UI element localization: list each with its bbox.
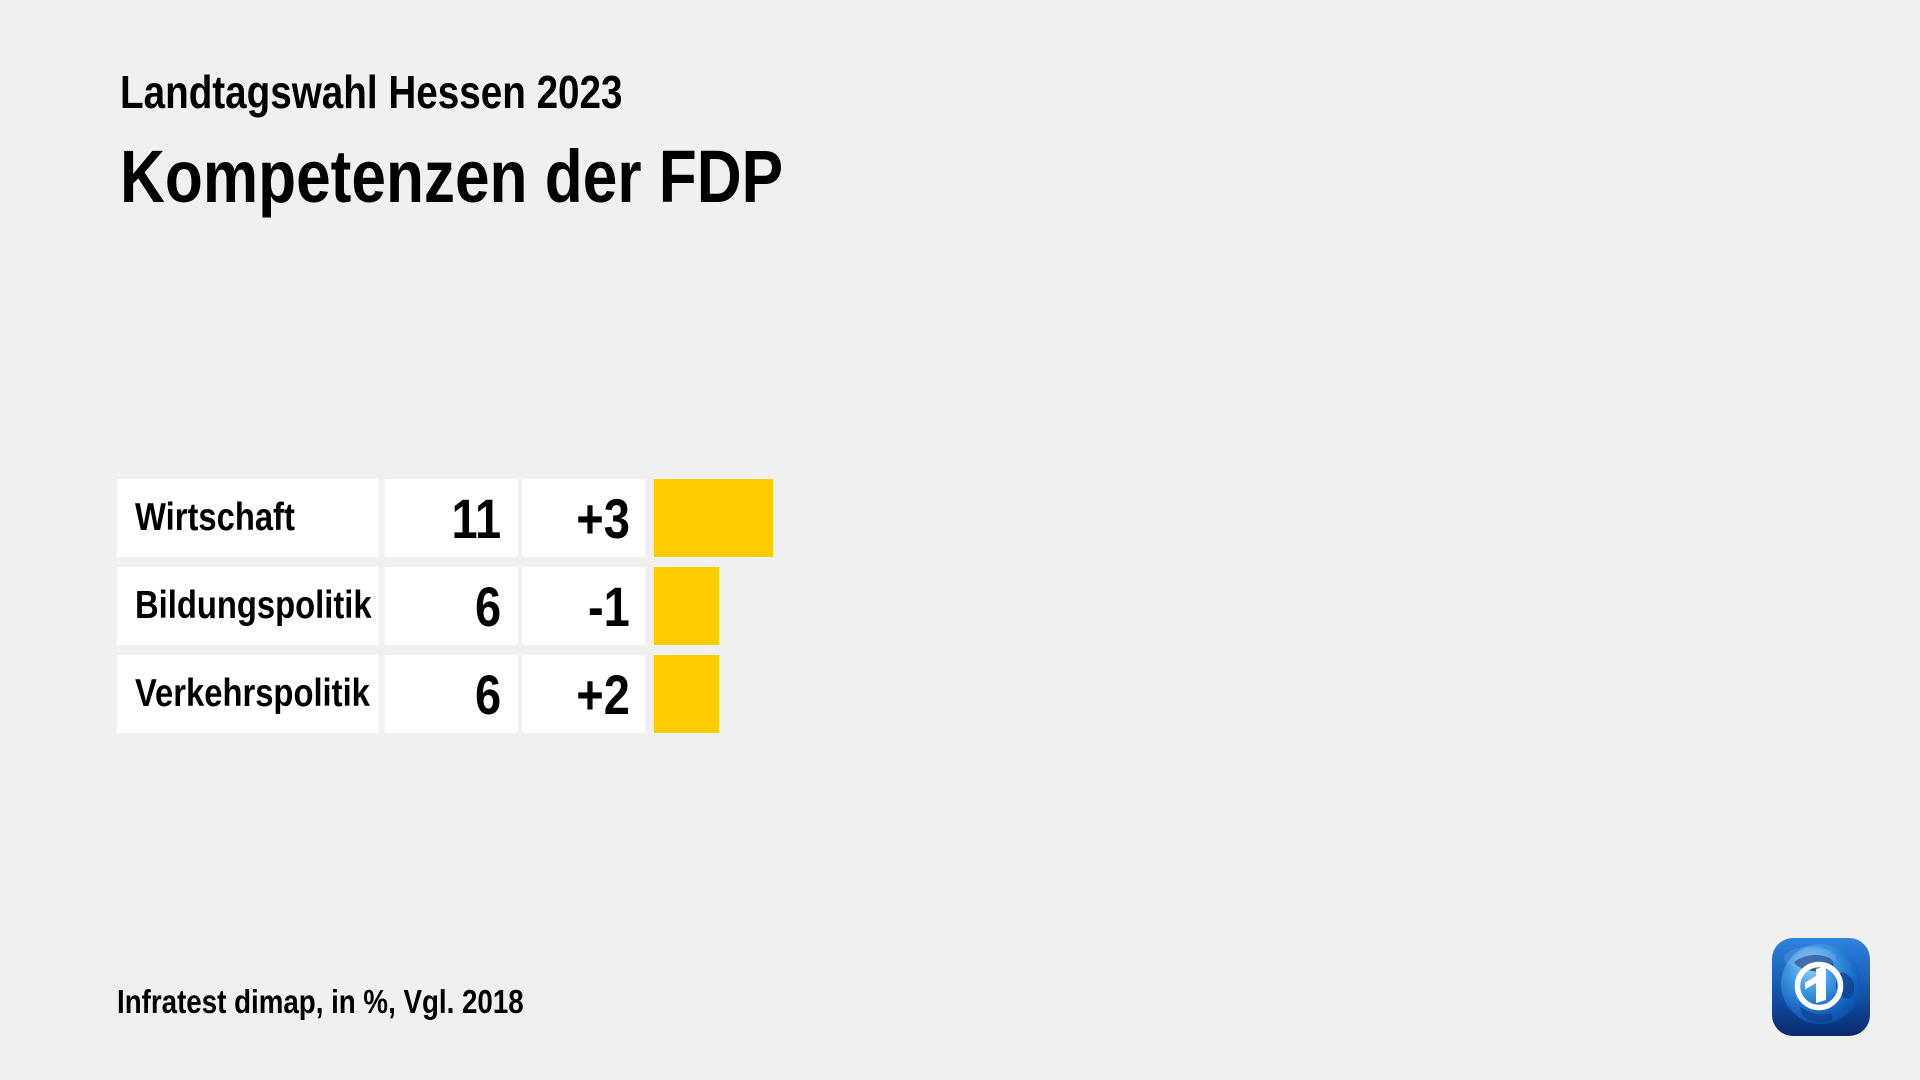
cell-gap [645, 479, 654, 557]
table-row: Wirtschaft 11 +3 [117, 479, 773, 557]
change-cell: +2 [522, 655, 645, 733]
cell-divider [518, 479, 522, 557]
chart-subtitle: Landtagswahl Hessen 2023 [120, 66, 718, 118]
chart-title: Kompetenzen der FDP [120, 138, 909, 216]
continent-shape [1800, 1006, 1833, 1023]
cell-gap [378, 655, 385, 733]
value-label: 6 [474, 574, 501, 638]
change-cell: -1 [522, 567, 645, 645]
bar [654, 479, 773, 557]
eins-icon [1816, 966, 1826, 1003]
cell-divider [518, 655, 522, 733]
change-label: +3 [576, 486, 630, 550]
cell-gap [378, 567, 385, 645]
cell-gap [645, 567, 654, 645]
category-label: Bildungspolitik [135, 584, 372, 627]
bar-chart: Wirtschaft 11 +3 Bildungspolitik 6 [117, 479, 773, 743]
eins-flag-icon [1805, 976, 1816, 990]
cell-divider [518, 567, 522, 645]
category-cell: Verkehrspolitik [117, 655, 378, 733]
value-label: 6 [474, 662, 501, 726]
cell-gap [378, 479, 385, 557]
chart-subtitle-text: Landtagswahl Hessen 2023 [120, 66, 623, 118]
category-label: Wirtschaft [135, 496, 295, 539]
value-cell: 6 [385, 567, 518, 645]
table-row: Verkehrspolitik 6 +2 [117, 655, 773, 733]
change-cell: +3 [522, 479, 645, 557]
ard-logo [1772, 938, 1870, 1036]
change-label: -1 [588, 574, 630, 638]
value-cell: 11 [385, 479, 518, 557]
category-cell: Wirtschaft [117, 479, 378, 557]
value-label: 11 [451, 486, 501, 550]
table-row: Bildungspolitik 6 -1 [117, 567, 773, 645]
source-note: Infratest dimap, in %, Vgl. 2018 [117, 983, 601, 1020]
value-cell: 6 [385, 655, 518, 733]
cell-gap [645, 655, 654, 733]
chart-title-text: Kompetenzen der FDP [120, 135, 784, 218]
bar [654, 655, 719, 733]
source-note-text: Infratest dimap, in %, Vgl. 2018 [117, 983, 524, 1020]
change-label: +2 [576, 662, 630, 726]
bar [654, 567, 719, 645]
category-cell: Bildungspolitik [117, 567, 378, 645]
ring-icon [1794, 961, 1844, 1011]
category-label: Verkehrspolitik [135, 672, 370, 715]
